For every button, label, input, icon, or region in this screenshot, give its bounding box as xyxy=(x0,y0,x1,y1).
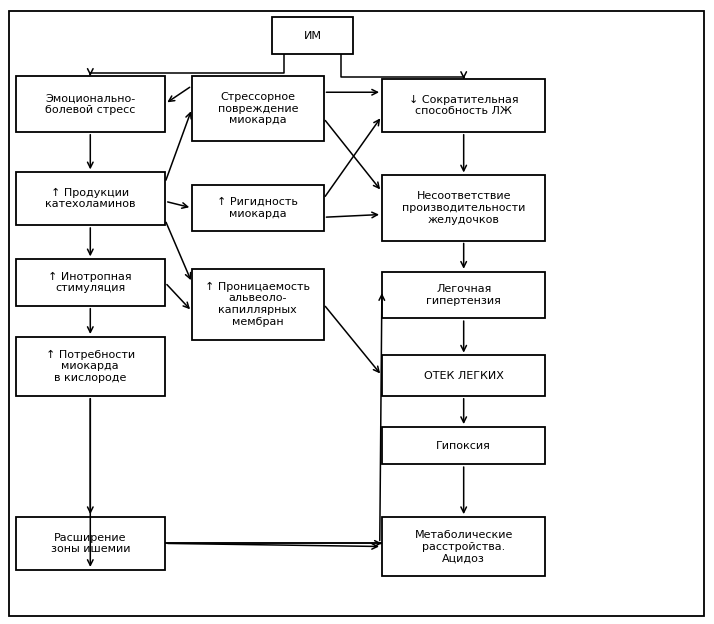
Text: ОТЕК ЛЕГКИХ: ОТЕК ЛЕГКИХ xyxy=(423,371,503,381)
Text: Расширение
зоны ишемии: Расширение зоны ишемии xyxy=(51,533,130,554)
Text: Стрессорное
повреждение
миокарда: Стрессорное повреждение миокарда xyxy=(218,92,298,125)
FancyBboxPatch shape xyxy=(16,76,165,132)
Text: ↑ Продукции
катехоламинов: ↑ Продукции катехоламинов xyxy=(45,188,136,210)
FancyBboxPatch shape xyxy=(192,76,323,141)
Text: ↑ Ригидность
миокарда: ↑ Ригидность миокарда xyxy=(217,197,298,219)
Text: Легочная
гипертензия: Легочная гипертензия xyxy=(426,284,501,306)
Text: ↑ Потребности
миокарда
в кислороде: ↑ Потребности миокарда в кислороде xyxy=(46,349,135,383)
Text: Гипоксия: Гипоксия xyxy=(436,441,491,451)
FancyBboxPatch shape xyxy=(192,268,323,340)
Text: Несоответствие
производительности
желудочков: Несоответствие производительности желудо… xyxy=(402,192,526,225)
Text: ↑ Проницаемость
альвеоло-
капиллярных
мембран: ↑ Проницаемость альвеоло- капиллярных ме… xyxy=(206,282,311,327)
FancyBboxPatch shape xyxy=(382,271,545,318)
FancyBboxPatch shape xyxy=(382,356,545,396)
FancyBboxPatch shape xyxy=(16,337,165,396)
FancyBboxPatch shape xyxy=(192,185,323,232)
FancyBboxPatch shape xyxy=(382,175,545,241)
Text: ↓ Сократительная
способность ЛЖ: ↓ Сократительная способность ЛЖ xyxy=(409,95,518,116)
FancyBboxPatch shape xyxy=(271,17,353,54)
FancyBboxPatch shape xyxy=(382,427,545,464)
FancyBboxPatch shape xyxy=(382,517,545,576)
FancyBboxPatch shape xyxy=(16,172,165,225)
FancyBboxPatch shape xyxy=(382,79,545,132)
Text: Метаболические
расстройства.
Ацидоз: Метаболические расстройства. Ацидоз xyxy=(415,530,513,563)
Text: ↑ Инотропная
стимуляция: ↑ Инотропная стимуляция xyxy=(49,271,132,293)
Text: ИМ: ИМ xyxy=(303,31,321,41)
Text: Эмоционально-
болевой стресс: Эмоционально- болевой стресс xyxy=(45,93,136,115)
FancyBboxPatch shape xyxy=(16,517,165,570)
FancyBboxPatch shape xyxy=(16,259,165,306)
